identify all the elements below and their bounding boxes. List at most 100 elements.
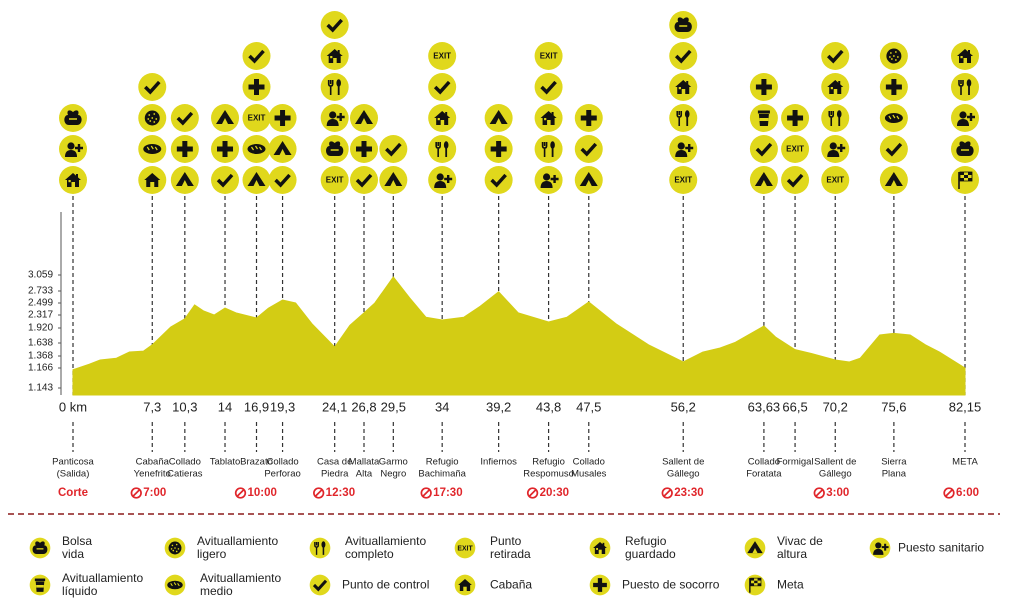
glyph bbox=[181, 180, 188, 186]
glyph bbox=[540, 181, 553, 188]
service-icon bbox=[454, 574, 476, 596]
icon-disc bbox=[669, 104, 698, 132]
icon-disc bbox=[669, 42, 698, 70]
checkpoint-name: Plana bbox=[882, 469, 907, 480]
service-icon bbox=[869, 537, 891, 559]
glyph bbox=[440, 120, 445, 125]
service-icon bbox=[29, 574, 51, 596]
glyph bbox=[757, 578, 762, 581]
glyph-text: EXIT bbox=[248, 114, 266, 123]
y-tick-label: 2.733 bbox=[28, 286, 53, 297]
glyph bbox=[489, 110, 508, 124]
glyph bbox=[960, 178, 964, 181]
glyph bbox=[833, 89, 838, 94]
service-icon bbox=[669, 11, 698, 39]
service-icon bbox=[242, 135, 271, 163]
service-icon bbox=[242, 166, 271, 194]
cutoff-time: 12:30 bbox=[326, 487, 355, 499]
service-icon bbox=[879, 135, 908, 163]
glyph bbox=[248, 49, 265, 64]
icon-disc bbox=[879, 135, 908, 163]
glyph bbox=[248, 79, 265, 95]
legend-label: Bolsa vida bbox=[62, 534, 93, 561]
cutoff-icon bbox=[132, 488, 141, 498]
glyph bbox=[757, 110, 770, 114]
legend-label: Punto retirada bbox=[490, 534, 531, 561]
legend-label: Avituallamiento ligero bbox=[197, 534, 279, 561]
glyph bbox=[330, 56, 333, 59]
glyph bbox=[355, 173, 373, 188]
glyph bbox=[222, 118, 229, 124]
service-icon bbox=[59, 166, 87, 194]
service-icon bbox=[484, 104, 513, 132]
glyph bbox=[547, 120, 551, 125]
icon-disc bbox=[309, 537, 331, 559]
icon-disc bbox=[821, 42, 850, 70]
glyph bbox=[327, 80, 334, 95]
checkpoint-name: Sallent de bbox=[814, 457, 856, 468]
glyph bbox=[787, 110, 804, 126]
glyph bbox=[889, 52, 892, 54]
service-icon bbox=[309, 537, 331, 559]
icon-disc bbox=[268, 166, 297, 194]
cutoff-icon bbox=[420, 487, 432, 499]
glyph bbox=[216, 110, 235, 124]
glyph bbox=[437, 118, 440, 121]
glyph bbox=[153, 113, 156, 115]
icon-disc bbox=[428, 135, 457, 163]
checkpoint-name: Tablato bbox=[210, 457, 241, 468]
glyph bbox=[894, 51, 897, 53]
glyph bbox=[355, 141, 372, 157]
glyph bbox=[144, 173, 161, 187]
glyph bbox=[76, 174, 78, 178]
service-icon bbox=[534, 73, 563, 101]
glyph bbox=[755, 142, 773, 157]
glyph bbox=[170, 582, 180, 587]
icon-disc bbox=[242, 42, 271, 70]
service-icon bbox=[164, 537, 186, 559]
icon-disc bbox=[428, 42, 457, 70]
legend-label: Avituallamiento líquido bbox=[62, 571, 144, 598]
glyph bbox=[593, 578, 607, 592]
checkpoint-name: Piedra bbox=[321, 469, 349, 480]
glyph bbox=[274, 110, 291, 126]
service-icon bbox=[749, 104, 778, 132]
glyph bbox=[747, 541, 763, 554]
glyph bbox=[580, 142, 598, 157]
service-icon bbox=[138, 104, 167, 132]
service-icon bbox=[749, 135, 778, 163]
service-icon bbox=[428, 73, 457, 101]
service-icon bbox=[320, 42, 349, 70]
checkpoint-name: Sallent de bbox=[662, 457, 704, 468]
glyph bbox=[149, 120, 152, 122]
checkpoint-name: Bachimaña bbox=[418, 469, 466, 480]
service-icon bbox=[428, 166, 457, 194]
glyph-text: EXIT bbox=[786, 145, 804, 154]
glyph bbox=[827, 150, 840, 157]
glyph bbox=[175, 543, 178, 546]
x-tick-label: 47,5 bbox=[576, 399, 601, 414]
glyph bbox=[958, 80, 964, 95]
service-icon bbox=[534, 135, 563, 163]
service-icon bbox=[574, 135, 603, 163]
glyph bbox=[968, 172, 972, 175]
glyph bbox=[685, 144, 694, 152]
checkpoint-name: Formigal bbox=[777, 457, 814, 468]
x-tick-label: 14 bbox=[218, 399, 232, 414]
x-tick-label: 66,5 bbox=[782, 399, 807, 414]
elevation-profile bbox=[72, 276, 966, 396]
service-icon bbox=[534, 104, 563, 132]
glyph bbox=[890, 180, 897, 186]
service-icon bbox=[744, 537, 766, 559]
legend-label: Avituallamiento medio bbox=[200, 571, 282, 598]
y-tick-label: 1.920 bbox=[28, 323, 53, 334]
icon-disc bbox=[320, 11, 349, 39]
glyph bbox=[443, 141, 449, 149]
checkpoint-name: Collado bbox=[573, 457, 605, 468]
service-icon bbox=[821, 104, 850, 132]
service-icon bbox=[951, 135, 979, 163]
glyph bbox=[830, 87, 833, 90]
glyph bbox=[71, 182, 75, 187]
checkpoint-name: Perforao bbox=[264, 469, 300, 480]
